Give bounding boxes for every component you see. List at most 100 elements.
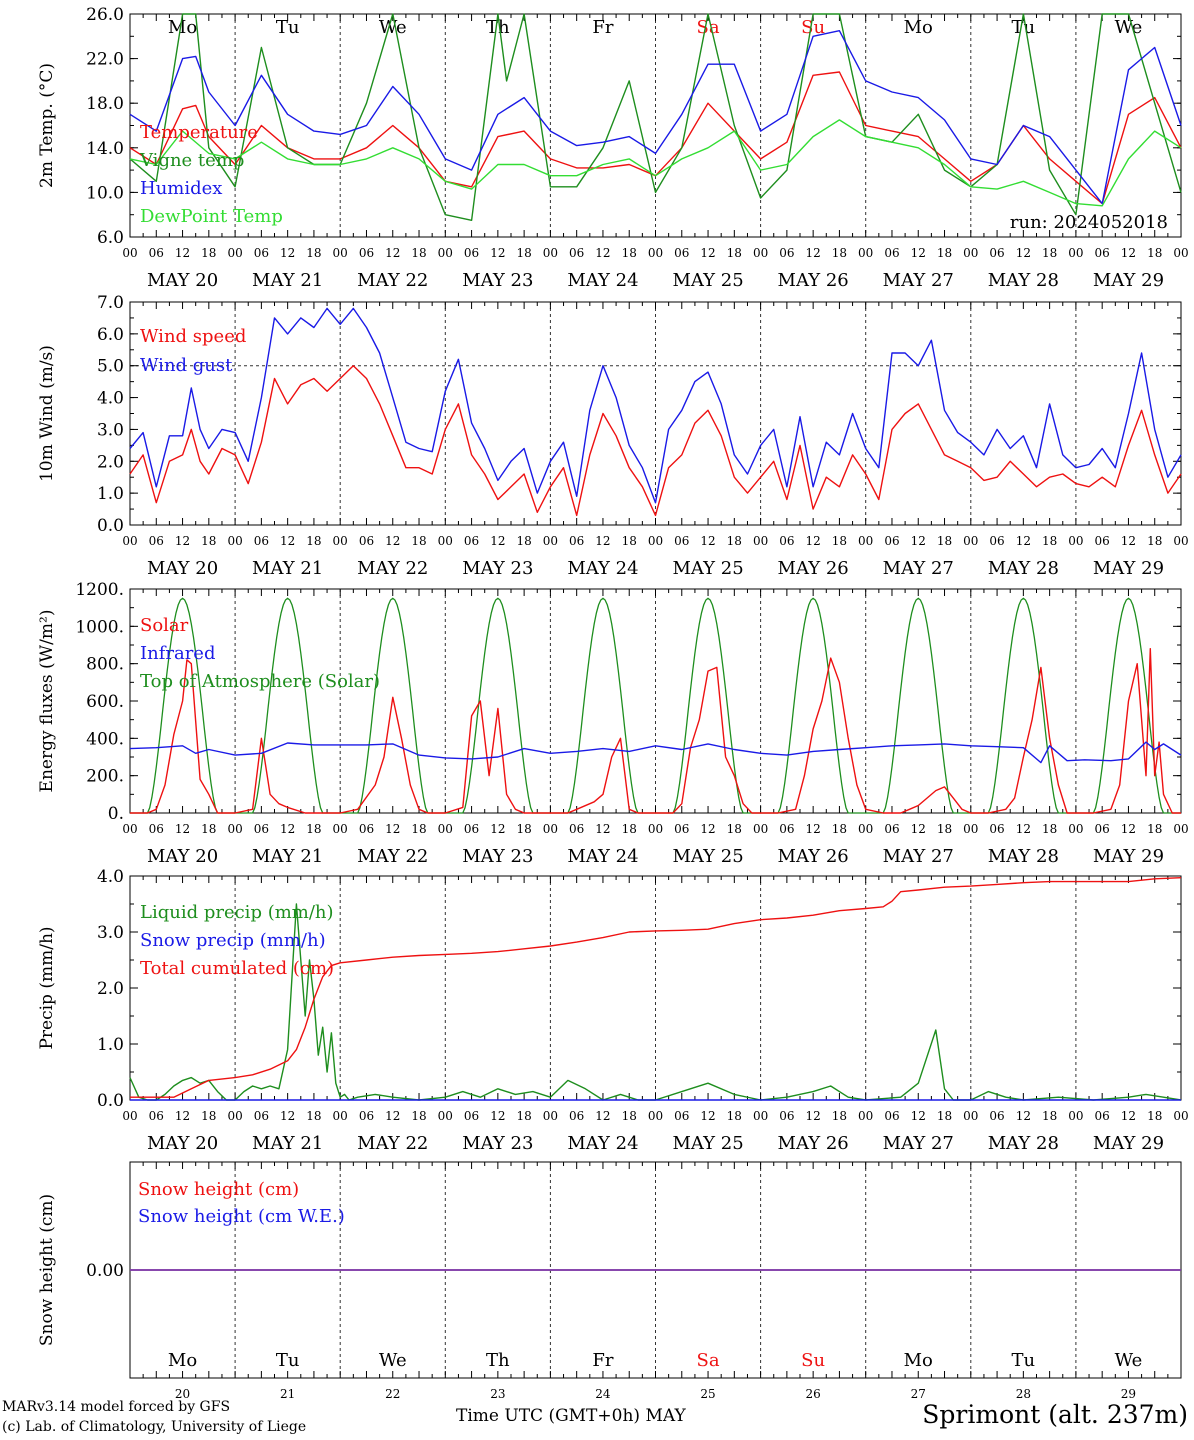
hour-label: 18 xyxy=(937,246,952,260)
date-label: MAY 22 xyxy=(357,558,428,579)
hour-label: 06 xyxy=(359,534,374,548)
date-label: MAY 23 xyxy=(462,1133,533,1154)
hour-label: 18 xyxy=(411,246,426,260)
y-tick-label: 10.0 xyxy=(86,183,124,203)
legend-label: Infrared xyxy=(140,643,215,664)
date-label: MAY 26 xyxy=(778,558,849,579)
hour-label: 00 xyxy=(1068,822,1083,836)
hour-label: 00 xyxy=(858,1109,873,1123)
month-label: MAY xyxy=(645,1406,686,1426)
station-label: Sprimont (alt. 237m) xyxy=(922,1400,1188,1429)
temperature-ylabel: 2m Temp. (°C) xyxy=(37,63,57,188)
hour-label: 12 xyxy=(385,822,400,836)
date-label: MAY 25 xyxy=(672,1133,743,1154)
hour-label: 00 xyxy=(858,246,873,260)
legend-label: Snow height (cm) xyxy=(138,1179,299,1200)
hour-label: 06 xyxy=(464,246,479,260)
hour-label: 00 xyxy=(227,246,242,260)
hour-label: 18 xyxy=(516,534,531,548)
snow-panel: 0.00 Snow height (cm) Mo Tu We Th Fr Sa Su Mo Tu We… xyxy=(37,1161,1182,1401)
day-number-label: 21 xyxy=(280,1387,295,1401)
hour-label: 12 xyxy=(1016,246,1031,260)
hour-label: 00 xyxy=(858,534,873,548)
date-label: MAY 20 xyxy=(147,1133,218,1154)
hour-label: 12 xyxy=(911,534,926,548)
hour-label: 00 xyxy=(122,822,137,836)
hour-label: 18 xyxy=(1042,1109,1057,1123)
date-label: MAY 29 xyxy=(1093,270,1164,291)
hour-label: 18 xyxy=(1042,246,1057,260)
hour-label: 06 xyxy=(1095,246,1110,260)
y-tick-label: 6.0 xyxy=(97,325,124,345)
hour-label: 12 xyxy=(1016,1109,1031,1123)
hour-label: 12 xyxy=(1121,534,1136,548)
hour-label: 06 xyxy=(1095,534,1110,548)
hour-label: 12 xyxy=(700,1109,715,1123)
hour-label: 00 xyxy=(963,822,978,836)
y-tick-label: 14.0 xyxy=(86,139,124,159)
day-name-label: Th xyxy=(486,1350,510,1371)
hour-label: 06 xyxy=(149,534,164,548)
hour-label: 00 xyxy=(648,534,663,548)
hour-label: 06 xyxy=(254,1109,269,1123)
hour-label: 18 xyxy=(306,246,321,260)
wind-gust-line xyxy=(129,307,1182,504)
hour-label: 06 xyxy=(569,534,584,548)
hour-label: 18 xyxy=(516,822,531,836)
hour-label: 06 xyxy=(1095,822,1110,836)
hour-label: 00 xyxy=(1173,534,1188,548)
legend-label: Wind speed xyxy=(140,326,246,347)
hour-label: 12 xyxy=(385,1109,400,1123)
hour-label: 06 xyxy=(149,246,164,260)
y-tick-label: 1.0 xyxy=(97,484,124,504)
hour-label: 06 xyxy=(254,822,269,836)
day-name-label: Mo xyxy=(904,17,933,38)
day-name-label: Su xyxy=(801,17,825,38)
hour-label: 00 xyxy=(543,1109,558,1123)
day-name-label: Fr xyxy=(592,17,613,38)
hour-label: 18 xyxy=(411,822,426,836)
hour-label: 06 xyxy=(1095,1109,1110,1123)
y-tick-label: 6.0 xyxy=(97,228,124,248)
hour-label: 00 xyxy=(227,1109,242,1123)
hour-label: 12 xyxy=(490,246,505,260)
date-label: MAY 24 xyxy=(567,1133,638,1154)
day-number-label: 28 xyxy=(1016,1387,1031,1401)
hour-label: 00 xyxy=(1173,822,1188,836)
day-name-label: Tu xyxy=(276,17,300,38)
hour-label: 12 xyxy=(806,534,821,548)
y-tick-label: 1200. xyxy=(75,580,124,600)
date-label: MAY 27 xyxy=(883,270,954,291)
date-label: MAY 21 xyxy=(252,846,323,867)
legend-label: Total cumulated (cm) xyxy=(140,958,334,979)
legend-label: Snow height (cm W.E.) xyxy=(138,1206,345,1227)
hour-label: 06 xyxy=(674,246,689,260)
hour-label: 00 xyxy=(333,1109,348,1123)
hour-label: 18 xyxy=(937,1109,952,1123)
hour-label: 00 xyxy=(753,246,768,260)
date-label: MAY 26 xyxy=(778,846,849,867)
hour-label: 06 xyxy=(254,534,269,548)
date-label: MAY 24 xyxy=(567,558,638,579)
date-label: MAY 25 xyxy=(672,558,743,579)
temperature-panel: 6.0 10.0 14.0 18.0 22.0 26.0 2m Temp. (°C) 00 06… xyxy=(37,5,1189,291)
hour-label: 18 xyxy=(1042,534,1057,548)
hour-label: 12 xyxy=(595,246,610,260)
date-label: MAY 21 xyxy=(252,1133,323,1154)
hour-label: 18 xyxy=(306,1109,321,1123)
hour-label: 12 xyxy=(490,534,505,548)
date-label: MAY 26 xyxy=(778,1133,849,1154)
hour-label: 18 xyxy=(1147,246,1162,260)
hour-label: 00 xyxy=(1068,1109,1083,1123)
date-label: MAY 26 xyxy=(778,270,849,291)
hour-label: 18 xyxy=(727,534,742,548)
date-label: MAY 29 xyxy=(1093,558,1164,579)
day-name-label: Mo xyxy=(168,17,197,38)
y-tick-label: 0. xyxy=(108,804,124,824)
wind-panel: 0.0 1.0 2.0 3.0 4.0 5.0 6.0 7.0 10m Wind (m/s) 00… xyxy=(37,293,1189,579)
hour-label: 06 xyxy=(149,822,164,836)
date-label: MAY 28 xyxy=(988,846,1059,867)
y-tick-label: 0.0 xyxy=(97,516,124,536)
hour-label: 18 xyxy=(622,534,637,548)
date-label: MAY 24 xyxy=(567,270,638,291)
